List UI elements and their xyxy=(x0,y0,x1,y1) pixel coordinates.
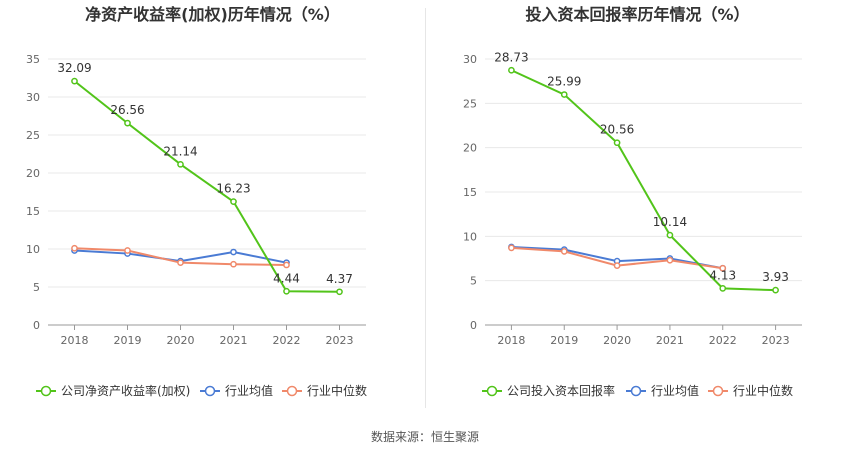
data-point xyxy=(666,231,674,239)
y-tick-label: 10 xyxy=(26,243,40,256)
data-label: 10.14 xyxy=(653,215,687,229)
data-label: 28.73 xyxy=(494,50,528,64)
data-point xyxy=(124,247,131,254)
data-label: 32.09 xyxy=(57,61,91,75)
x-tick-label: 2020 xyxy=(603,334,631,347)
y-tick-label: 0 xyxy=(470,319,477,332)
series-line xyxy=(510,69,776,292)
x-tick-label: 2022 xyxy=(709,334,737,347)
legend-marker-icon xyxy=(286,385,298,397)
y-tick-label: 30 xyxy=(463,53,477,66)
legend-marker-icon xyxy=(486,385,498,397)
data-point xyxy=(71,77,78,85)
legend-marker-icon xyxy=(712,385,724,397)
legend-label: 公司净资产收益率(加权) xyxy=(61,383,190,398)
data-point xyxy=(666,256,674,264)
x-tick-label: 2022 xyxy=(273,334,301,347)
y-tick-label: 15 xyxy=(26,205,40,218)
x-tick-label: 2023 xyxy=(762,334,790,347)
legend-label: 行业均值 xyxy=(225,383,273,398)
data-point xyxy=(508,244,515,252)
data-point xyxy=(177,259,184,267)
legend-label: 公司投入资本回报率 xyxy=(507,383,615,398)
data-point xyxy=(508,66,515,74)
data-point xyxy=(613,262,621,269)
data-point xyxy=(560,248,568,255)
y-tick-label: 25 xyxy=(26,129,40,142)
data-point xyxy=(230,198,237,206)
data-point xyxy=(336,288,343,296)
chart-title-roic: 投入资本回报率历年情况（%） xyxy=(525,5,750,24)
y-tick-label: 30 xyxy=(26,91,40,104)
x-tick-label: 2018 xyxy=(497,334,525,347)
data-point xyxy=(230,248,237,256)
x-tick-label: 2021 xyxy=(656,334,684,347)
data-label: 4.13 xyxy=(709,268,736,282)
y-tick-label: 20 xyxy=(463,142,477,155)
data-label: 21.14 xyxy=(163,144,197,158)
data-point xyxy=(560,91,568,98)
data-label: 25.99 xyxy=(547,75,581,89)
data-point xyxy=(719,285,727,292)
data-point xyxy=(613,139,621,147)
data-point xyxy=(772,286,779,294)
y-tick-label: 10 xyxy=(463,230,477,243)
x-tick-label: 2020 xyxy=(167,334,195,347)
legend-marker-icon xyxy=(204,385,216,397)
legend-label: 行业均值 xyxy=(651,383,699,398)
legend-marker-icon xyxy=(40,385,52,397)
data-label: 4.44 xyxy=(273,271,300,285)
data-point xyxy=(71,244,78,252)
y-tick-label: 15 xyxy=(463,186,477,199)
data-point xyxy=(230,260,237,268)
data-label: 16.23 xyxy=(216,182,250,196)
data-point xyxy=(124,119,131,127)
data-point xyxy=(177,160,184,168)
x-tick-label: 2019 xyxy=(550,334,578,347)
y-tick-label: 20 xyxy=(26,167,40,180)
x-tick-label: 2023 xyxy=(326,334,354,347)
y-tick-label: 35 xyxy=(26,53,40,66)
x-tick-label: 2021 xyxy=(220,334,248,347)
chart-title-roe: 净资产收益率(加权)历年情况（%） xyxy=(85,5,340,24)
data-label: 3.93 xyxy=(762,270,789,284)
data-point xyxy=(283,261,290,269)
data-point xyxy=(719,264,727,272)
x-tick-label: 2019 xyxy=(114,334,142,347)
y-tick-label: 5 xyxy=(33,281,40,294)
series-line xyxy=(73,80,340,293)
y-tick-label: 0 xyxy=(33,319,40,332)
x-tick-label: 2018 xyxy=(61,334,89,347)
data-source-note: 数据来源：恒生聚源 xyxy=(370,430,479,444)
y-tick-label: 25 xyxy=(463,97,477,110)
data-point xyxy=(283,287,290,295)
data-label: 26.56 xyxy=(110,103,144,117)
data-label: 20.56 xyxy=(600,123,634,137)
legend-label: 行业中位数 xyxy=(733,383,793,398)
legend-marker-icon xyxy=(630,385,642,397)
data-label: 4.37 xyxy=(326,272,353,286)
panel-divider xyxy=(425,8,426,408)
y-tick-label: 5 xyxy=(470,275,477,288)
legend-label: 行业中位数 xyxy=(307,383,367,398)
